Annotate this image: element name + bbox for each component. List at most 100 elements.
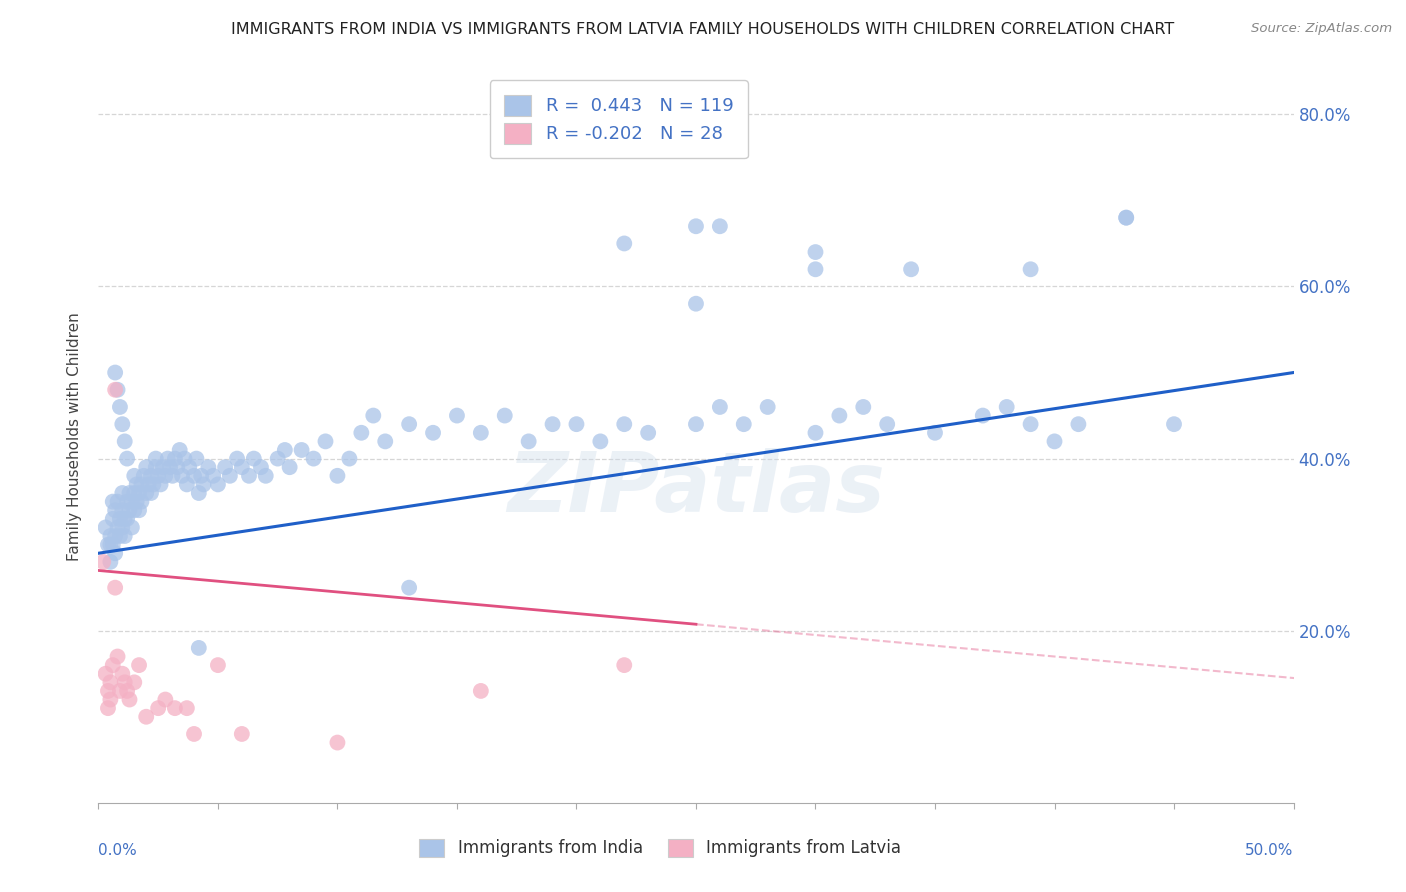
- Point: [613, 236, 636, 251]
- Point: [104, 546, 127, 560]
- Point: [115, 512, 138, 526]
- Point: [169, 442, 191, 457]
- Point: [398, 581, 420, 595]
- Point: [101, 658, 124, 673]
- Point: [128, 658, 150, 673]
- Point: [104, 529, 127, 543]
- Point: [219, 468, 242, 483]
- Point: [159, 460, 181, 475]
- Point: [326, 735, 349, 749]
- Point: [148, 468, 170, 483]
- Point: [107, 649, 129, 664]
- Point: [179, 460, 201, 475]
- Point: [163, 451, 186, 466]
- Point: [97, 684, 120, 698]
- Point: [1019, 417, 1042, 432]
- Point: [231, 727, 253, 741]
- Point: [422, 425, 444, 440]
- Point: [187, 486, 209, 500]
- Point: [363, 409, 385, 423]
- Point: [243, 451, 266, 466]
- Point: [115, 684, 138, 698]
- Point: [267, 451, 290, 466]
- Point: [197, 460, 219, 475]
- Point: [135, 710, 157, 724]
- Point: [173, 451, 195, 466]
- Point: [183, 468, 205, 483]
- Point: [172, 468, 194, 483]
- Point: [972, 409, 994, 423]
- Point: [291, 442, 314, 457]
- Point: [756, 400, 779, 414]
- Point: [114, 675, 136, 690]
- Point: [186, 451, 208, 466]
- Point: [108, 400, 131, 414]
- Point: [111, 417, 134, 432]
- Point: [278, 460, 301, 475]
- Point: [709, 219, 731, 234]
- Point: [876, 417, 898, 432]
- Point: [111, 486, 134, 500]
- Point: [97, 538, 120, 552]
- Point: [156, 451, 179, 466]
- Point: [118, 692, 141, 706]
- Point: [350, 425, 373, 440]
- Point: [128, 503, 150, 517]
- Point: [190, 468, 212, 483]
- Legend: Immigrants from India, Immigrants from Latvia: Immigrants from India, Immigrants from L…: [412, 832, 908, 864]
- Point: [104, 366, 127, 380]
- Point: [709, 400, 731, 414]
- Point: [274, 442, 297, 457]
- Point: [1115, 211, 1137, 225]
- Point: [124, 503, 146, 517]
- Point: [155, 692, 177, 706]
- Text: Source: ZipAtlas.com: Source: ZipAtlas.com: [1251, 22, 1392, 36]
- Point: [118, 486, 141, 500]
- Point: [104, 503, 127, 517]
- Point: [155, 468, 177, 483]
- Point: [138, 477, 160, 491]
- Point: [114, 512, 136, 526]
- Point: [685, 417, 707, 432]
- Point: [98, 555, 122, 569]
- Point: [125, 494, 148, 508]
- Point: [98, 538, 122, 552]
- Point: [148, 701, 170, 715]
- Point: [108, 684, 131, 698]
- Point: [128, 486, 150, 500]
- Point: [250, 460, 273, 475]
- Point: [107, 383, 129, 397]
- Point: [685, 296, 707, 310]
- Point: [470, 425, 492, 440]
- Point: [924, 425, 946, 440]
- Point: [254, 468, 277, 483]
- Point: [135, 486, 157, 500]
- Point: [637, 425, 659, 440]
- Point: [101, 512, 124, 526]
- Point: [108, 529, 131, 543]
- Point: [589, 434, 612, 449]
- Point: [149, 477, 172, 491]
- Point: [176, 701, 198, 715]
- Point: [565, 417, 588, 432]
- Point: [374, 434, 396, 449]
- Point: [101, 494, 124, 508]
- Point: [226, 451, 249, 466]
- Point: [207, 658, 229, 673]
- Point: [315, 434, 337, 449]
- Point: [107, 494, 129, 508]
- Point: [124, 675, 146, 690]
- Text: 0.0%: 0.0%: [98, 843, 138, 858]
- Point: [541, 417, 564, 432]
- Point: [470, 684, 492, 698]
- Point: [685, 219, 707, 234]
- Text: ZIPatlas: ZIPatlas: [508, 448, 884, 529]
- Point: [302, 451, 325, 466]
- Text: 50.0%: 50.0%: [1246, 843, 1294, 858]
- Point: [121, 520, 143, 534]
- Point: [339, 451, 361, 466]
- Point: [115, 451, 138, 466]
- Point: [1043, 434, 1066, 449]
- Point: [104, 581, 127, 595]
- Point: [176, 477, 198, 491]
